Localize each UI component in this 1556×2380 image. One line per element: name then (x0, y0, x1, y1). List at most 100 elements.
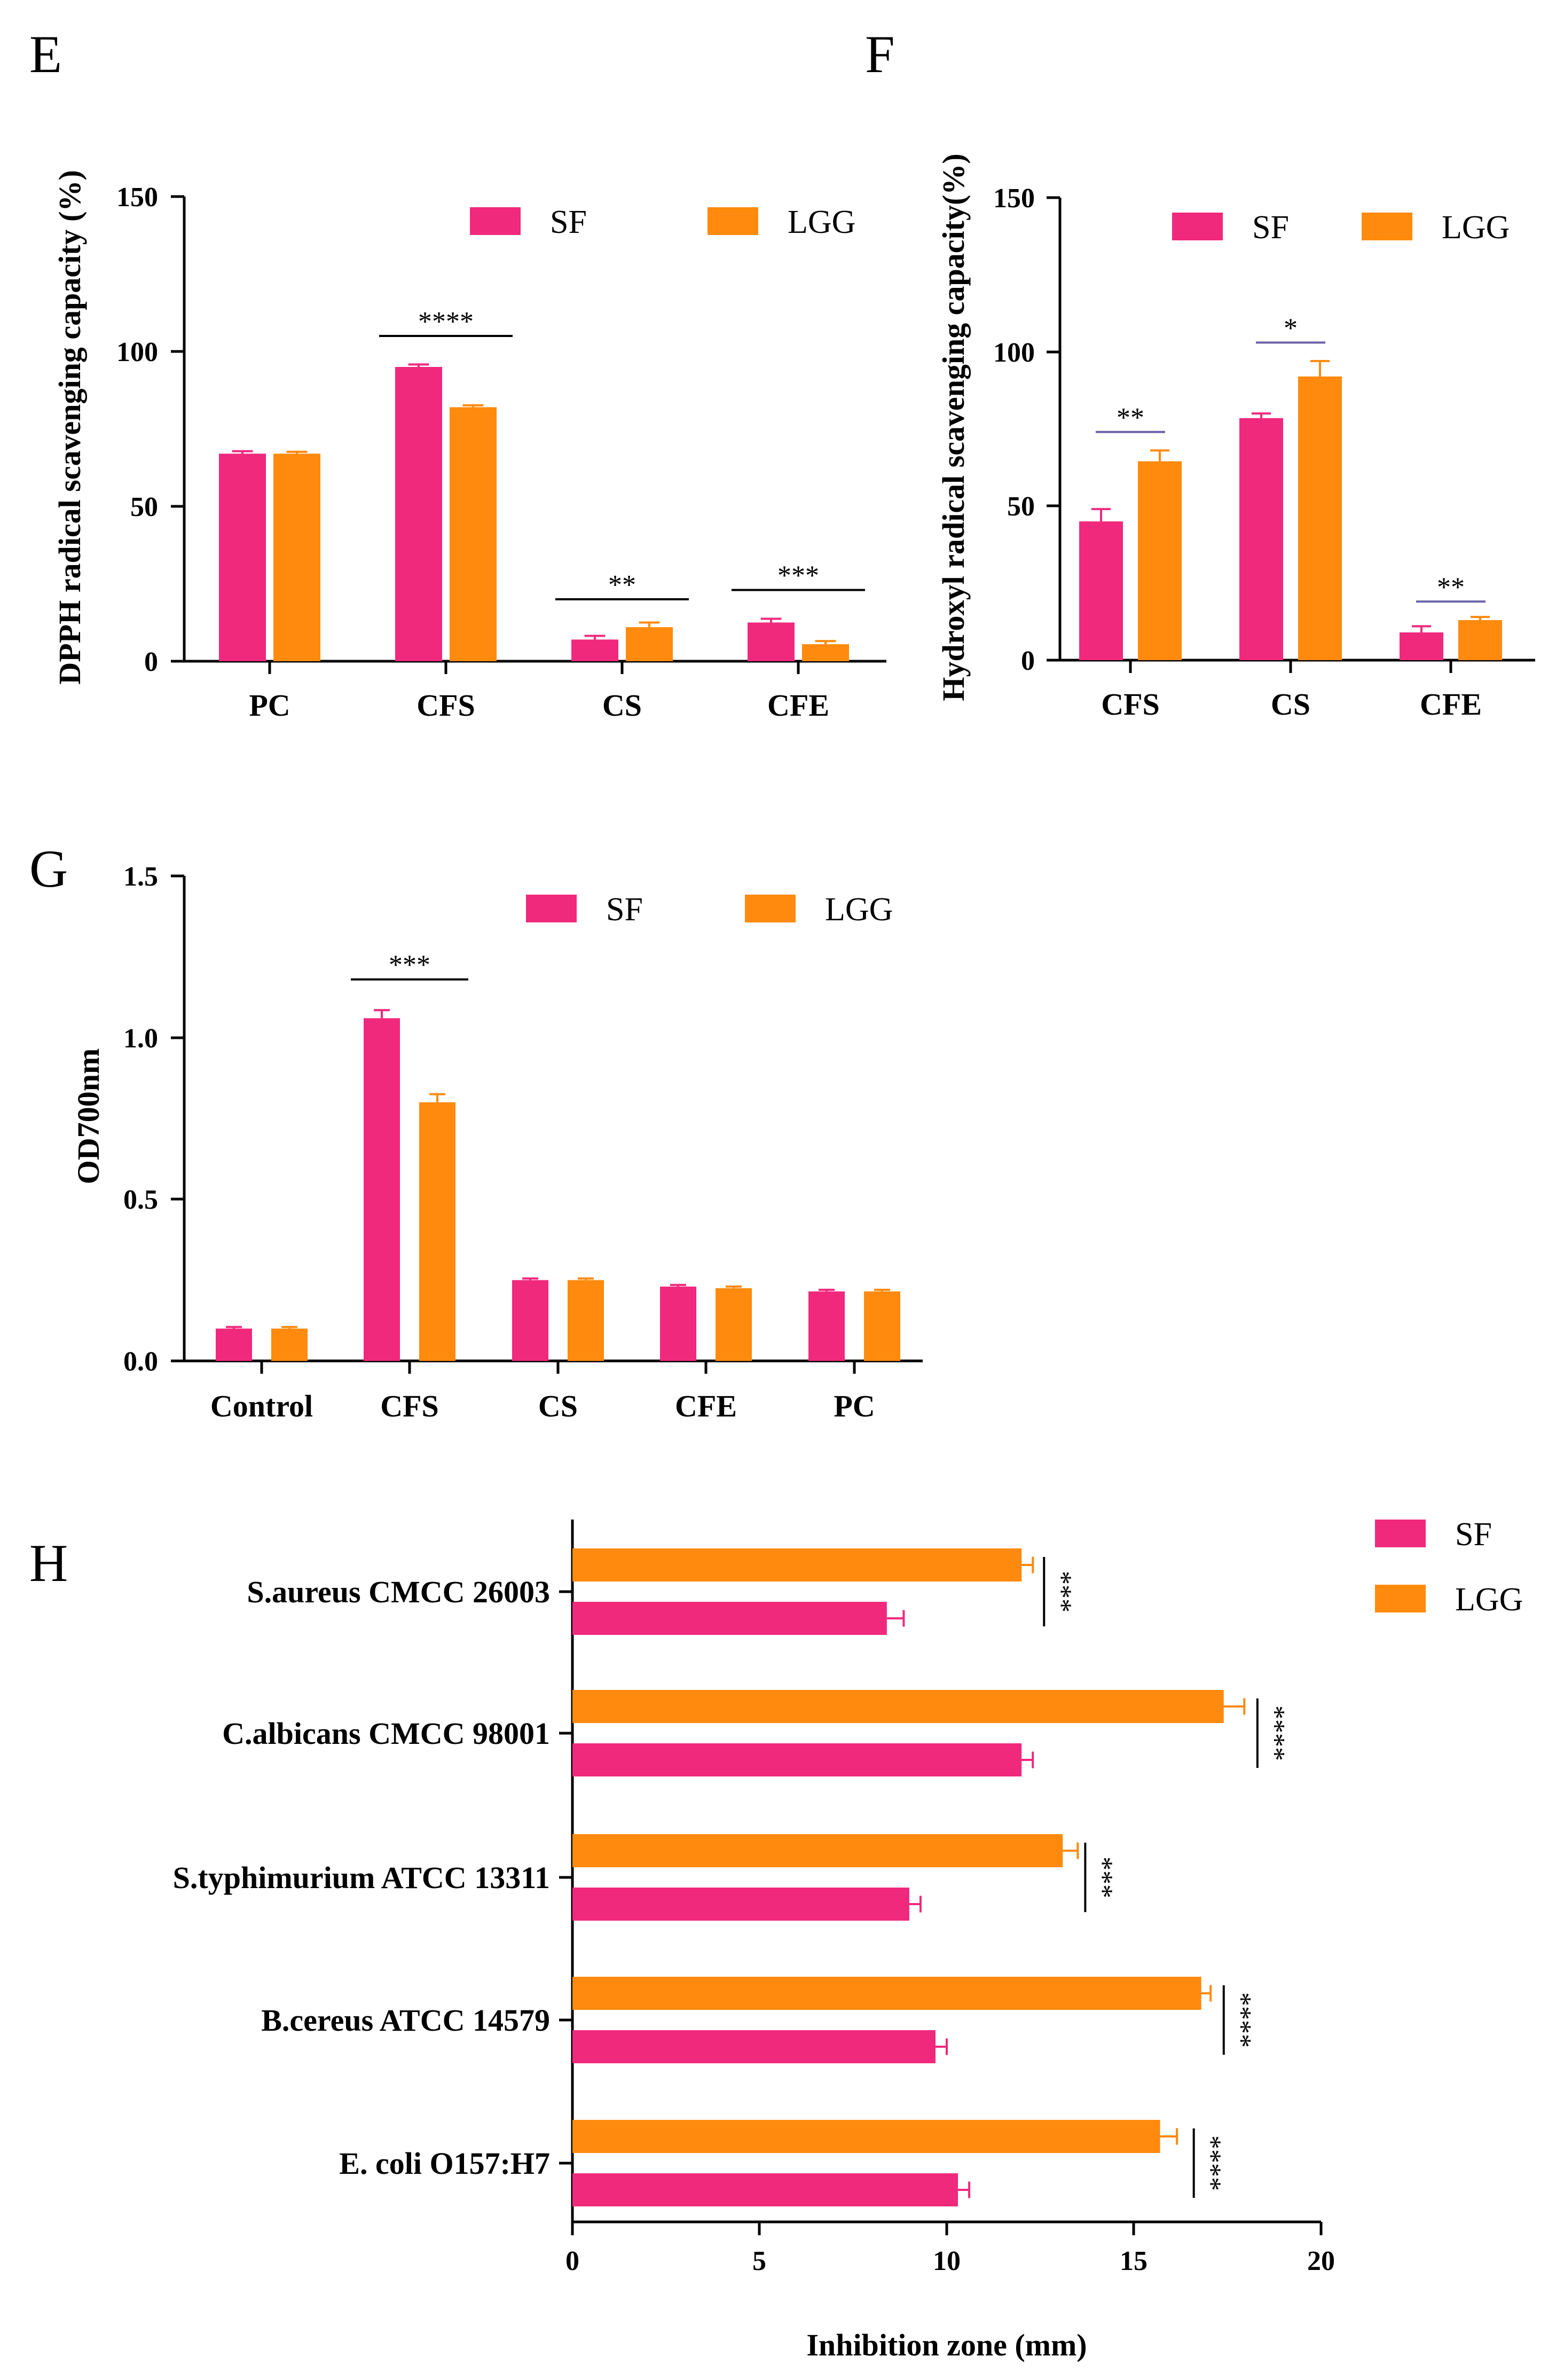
x-tick-label: 15 (1120, 2246, 1148, 2276)
error-bar-lgg (874, 1288, 890, 1291)
legend-swatch-sf (526, 895, 577, 922)
y-tick-label: 0 (1021, 646, 1035, 676)
category-label: CFE (767, 688, 829, 723)
bar-group (395, 363, 497, 661)
significance-mark: **** (1192, 2128, 1227, 2198)
bar-sf (364, 1018, 400, 1361)
bar-group (808, 1288, 900, 1361)
significance-label: **** (418, 307, 474, 337)
x-tick-label: 20 (1307, 2246, 1335, 2276)
bar-sf (808, 1291, 845, 1361)
legend-swatch-sf (1375, 1520, 1426, 1547)
legend: SF LGG (1375, 1516, 1523, 1618)
bar-lgg (572, 2120, 1160, 2153)
bar-lgg (626, 627, 673, 661)
bar-group (216, 1326, 308, 1361)
x-tick-label: 5 (752, 2246, 766, 2276)
y-tick-label: 100 (116, 337, 158, 367)
bar-sf (1239, 418, 1283, 660)
category-ticks: S.aureus CMCC 26003 C.albicans CMCC 9800… (173, 1575, 572, 2181)
y-tick-label: 100 (993, 338, 1035, 368)
bar-lgg (572, 1548, 1022, 1582)
significance-label: *** (1046, 1571, 1076, 1612)
category-label: CS (538, 1389, 578, 1423)
legend-swatch-lgg (1362, 213, 1412, 240)
significance-mark: ** (1416, 572, 1486, 603)
significance-label: *** (777, 561, 819, 591)
bars (216, 1009, 900, 1361)
legend-label-sf: SF (1455, 1516, 1492, 1553)
bar-group (572, 1548, 1034, 1635)
y-tick-label: 0.5 (123, 1185, 158, 1215)
category-ticks: PC CFS CS CFE (249, 661, 829, 723)
bar-lgg (572, 1834, 1063, 1867)
error-bar-lgg (815, 640, 836, 645)
significance-mark: **** (379, 307, 513, 337)
significance-mark: **** (1222, 1985, 1256, 2055)
bar-lgg (802, 644, 849, 661)
error-bar-lgg (1201, 1985, 1212, 2002)
bar-sf (1079, 521, 1123, 660)
y-tick-label: 0.0 (123, 1346, 158, 1377)
category-label: E. coli O157:H7 (339, 2146, 550, 2181)
bar-group (1400, 616, 1502, 660)
legend-swatch-sf (1172, 213, 1223, 240)
significance-mark: *** (351, 950, 468, 981)
error-bar-sf (958, 2181, 971, 2198)
bar-group (660, 1283, 752, 1361)
y-tick-label: 150 (993, 183, 1035, 214)
panel-e: E DPPH radical scavenging capacity (%) S… (29, 25, 886, 723)
legend-swatch-lgg (745, 895, 796, 922)
bar-lgg (864, 1291, 900, 1361)
significance-marks: *** **** *** **** **** (1043, 1557, 1290, 2198)
error-bar-lgg (1223, 1698, 1246, 1715)
error-bar-sf (1411, 625, 1432, 633)
error-bar-sf (819, 1288, 835, 1291)
significance-label: *** (389, 950, 430, 981)
bar-group (1079, 449, 1182, 660)
error-bar-lgg (1021, 1556, 1034, 1573)
x-tick-label: 10 (933, 2246, 961, 2276)
legend-swatch-lgg (708, 207, 758, 235)
panel-h: H SF LGG 0 5 10 15 20 Inhibition zone (m… (29, 1516, 1523, 2362)
error-bar-sf (886, 1610, 905, 1627)
category-label: CFS (416, 688, 475, 723)
bar-group (572, 1977, 1212, 2063)
bar-group (512, 1277, 604, 1361)
significance-marks: ** * ** (1096, 313, 1486, 603)
bar-group (571, 621, 673, 661)
error-bar-sf (408, 363, 429, 367)
error-bar-sf (374, 1009, 390, 1019)
error-bar-lgg (578, 1277, 594, 1280)
bar-sf (1400, 632, 1443, 660)
bar-group (364, 1009, 455, 1361)
bar-group (219, 450, 320, 661)
legend-label-lgg: LGG (825, 891, 893, 928)
y-axis-label: OD700nm (71, 1048, 106, 1185)
category-label: CS (602, 688, 642, 723)
y-axis-label: Hydroxyl radical scavenging capacity(%) (936, 153, 971, 701)
legend-label-sf: SF (550, 204, 587, 240)
legend-swatch-sf (470, 207, 521, 235)
y-tick-label: 1.0 (123, 1023, 158, 1054)
error-bar-lgg (462, 404, 484, 408)
legend-label-sf: SF (1252, 209, 1289, 246)
bar-lgg (716, 1288, 752, 1361)
legend: SF LGG (470, 204, 855, 240)
panel-label-e: E (29, 25, 62, 84)
category-label: CFS (380, 1389, 439, 1423)
bar-lgg (271, 1328, 308, 1361)
significance-label: **** (1260, 1705, 1290, 1761)
category-label: C.albicans CMCC 98001 (222, 1716, 550, 1751)
significance-label: *** (1087, 1857, 1118, 1898)
panel-f: F Hydroxyl radical scavenging capacity(%… (865, 25, 1535, 722)
y-tick-label: 0 (144, 647, 158, 677)
bar-lgg (419, 1102, 455, 1361)
legend-label-lgg: LGG (788, 204, 855, 240)
significance-mark: ** (555, 570, 689, 600)
significance-label: **** (1226, 1992, 1256, 2048)
bar-sf (395, 367, 442, 661)
significance-mark: *** (1084, 1843, 1118, 1912)
category-label: CFS (1101, 687, 1160, 722)
